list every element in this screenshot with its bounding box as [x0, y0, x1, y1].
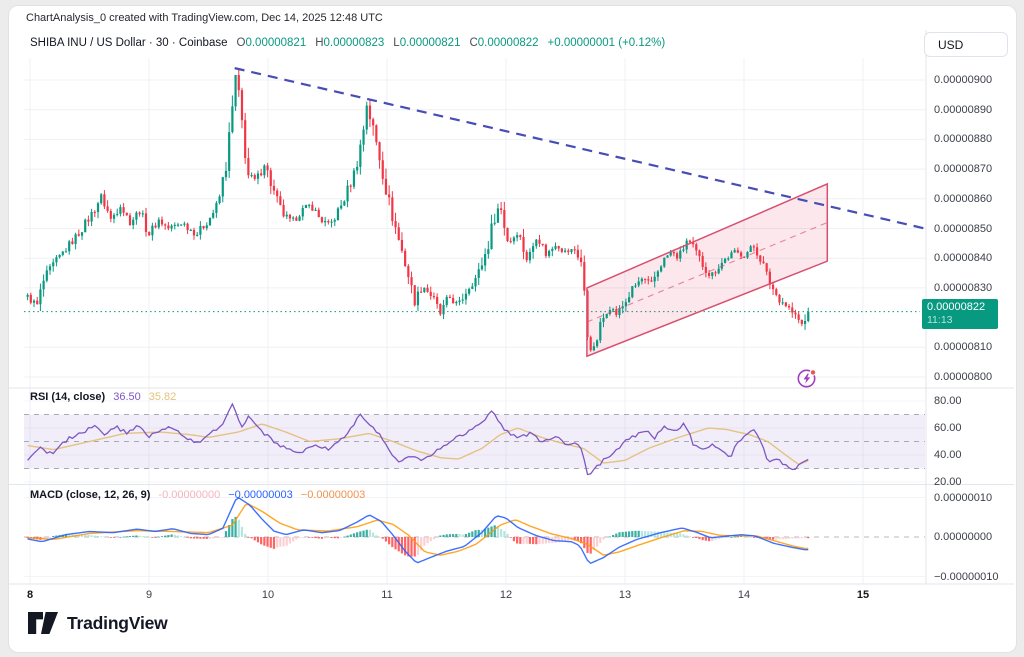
symbol-legend[interactable]: SHIBA INU / US Dollar · 30 · Coinbase O0… — [30, 37, 665, 49]
watermark-text: ChartAnalysis_0 created with TradingView… — [26, 12, 383, 24]
macd-line-value: −0.00000003 — [228, 489, 293, 501]
time-axis-label: 10 — [261, 589, 275, 601]
price-axis-label: 0.00000810 — [934, 341, 993, 354]
rsi-axis-label: 80.00 — [934, 395, 962, 407]
ohlc-close: C0.00000822 — [469, 37, 539, 49]
rsi-axis-label: 20.00 — [934, 476, 962, 488]
time-axis-label: 11 — [381, 589, 393, 601]
tradingview-logo-icon — [28, 612, 58, 634]
time-axis-label: 13 — [618, 589, 632, 601]
macd-signal-value: −0.00000003 — [300, 489, 366, 501]
ohlc-high: H0.00000823 — [315, 37, 385, 49]
chart-card — [8, 5, 1017, 653]
symbol-title: SHIBA INU / US Dollar · 30 · Coinbase — [30, 37, 228, 49]
currency-toggle-button[interactable]: USD — [924, 32, 1008, 57]
price-axis-label: 0.00000900 — [934, 74, 993, 86]
rsi-value: 36.50 — [113, 391, 141, 403]
time-axis-label: 14 — [737, 589, 751, 601]
price-axis-label: 0.00000800 — [934, 371, 993, 383]
flash-idea-icon[interactable] — [793, 365, 821, 393]
price-axis-label: 0.00000870 — [934, 163, 993, 176]
time-axis-label: 12 — [499, 589, 513, 601]
time-axis-label: 8 — [26, 589, 34, 601]
macd-axis-label: 0.00000000 — [934, 531, 993, 543]
rsi-label: RSI (14, close) — [30, 391, 106, 403]
macd-label: MACD (close, 12, 26, 9) — [30, 489, 151, 501]
time-axis-label: 15 — [856, 589, 870, 601]
last-price-value: 0.00000822 — [927, 300, 986, 313]
countdown-timer: 11:13 — [927, 313, 953, 326]
ohlc-open: O0.00000821 — [236, 37, 307, 49]
price-change: +0.00000001 (+0.12%) — [547, 37, 666, 49]
macd-axis-label: 0.00000010 — [934, 491, 993, 504]
ohlc-low: L0.00000821 — [393, 37, 461, 49]
rsi-legend[interactable]: RSI (14, close) 36.50 35.82 — [30, 391, 176, 403]
rsi-axis-label: 60.00 — [934, 422, 962, 434]
rsi-ma-value: 35.82 — [148, 391, 177, 403]
macd-hist-value: -0.00000000 — [158, 489, 221, 501]
price-axis-label: 0.00000850 — [934, 222, 993, 235]
price-axis-label: 0.00000840 — [934, 252, 993, 265]
last-price-badge: 0.00000822 11:13 — [922, 298, 998, 329]
macd-axis-label: −0.00000010 — [934, 570, 999, 583]
rsi-axis-label: 40.00 — [934, 449, 962, 461]
price-axis-label: 0.00000830 — [934, 281, 993, 294]
tradingview-logo[interactable]: TradingView — [28, 612, 168, 634]
price-axis-label: 0.00000880 — [934, 133, 993, 146]
macd-legend[interactable]: MACD (close, 12, 26, 9) -0.00000000 −0.0… — [30, 489, 365, 501]
tradingview-wordmark: TradingView — [67, 612, 168, 633]
time-axis-label: 9 — [145, 589, 153, 601]
price-axis-label: 0.00000890 — [934, 103, 993, 116]
price-axis-label: 0.00000860 — [934, 192, 993, 205]
